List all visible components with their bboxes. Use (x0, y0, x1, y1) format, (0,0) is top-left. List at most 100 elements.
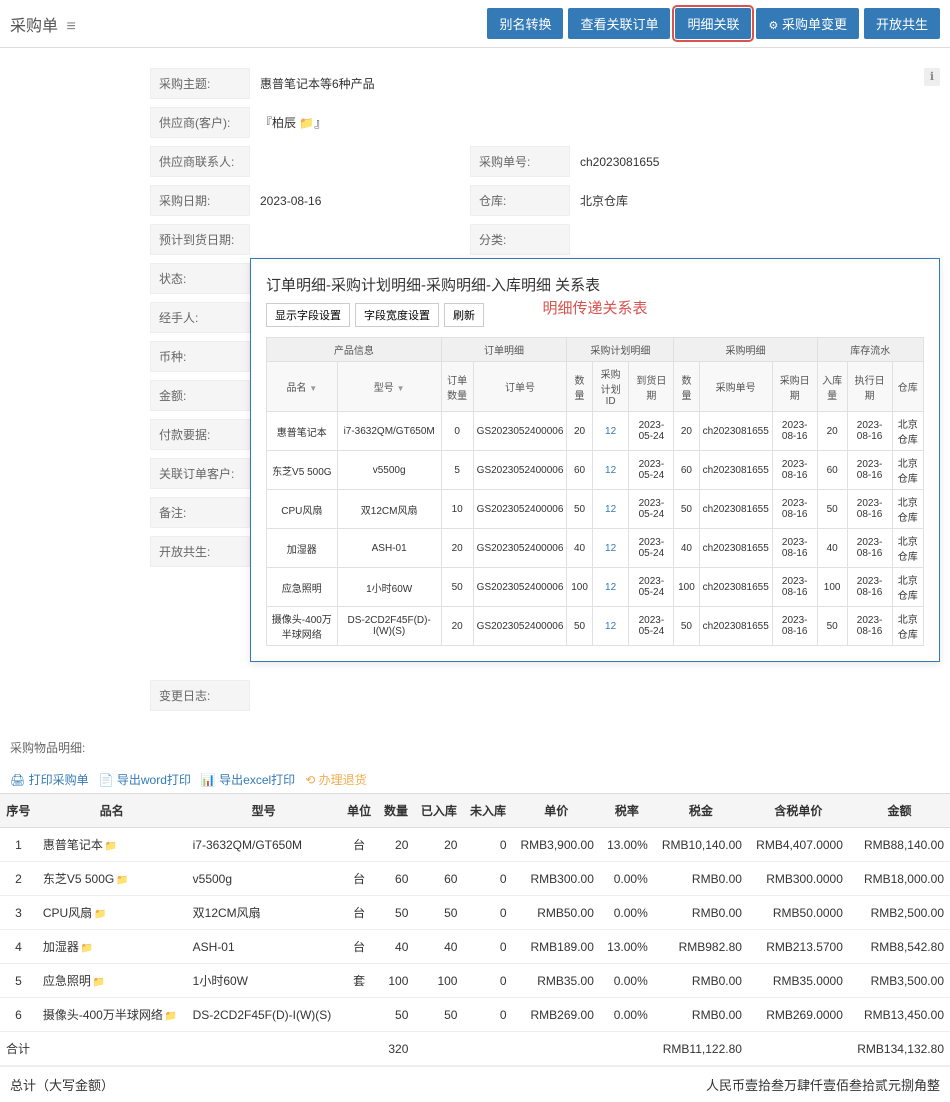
rel-col-header[interactable]: 数量 (567, 362, 592, 412)
folder-icon[interactable]: 📁 (94, 909, 106, 920)
rel-col-header[interactable]: 数量 (674, 362, 699, 412)
rel-cell: 50 (567, 490, 592, 529)
menu-icon[interactable]: ≡ (66, 18, 75, 35)
word-link[interactable]: 📄 导出word打印 (99, 771, 191, 788)
items-cell: RMB3,500.00 (849, 964, 950, 998)
pono-label: 采购单号: (470, 146, 570, 177)
items-cell: 0 (463, 998, 512, 1032)
footer-amount-text: 人民币壹拾叁万肆仟壹佰叁拾贰元捌角整 (706, 1075, 940, 1094)
rel-cell: 50 (674, 607, 699, 646)
rel-cell: 1小时60W (337, 568, 441, 607)
info-icon[interactable]: ℹ (924, 68, 940, 86)
rel-cell: ASH-01 (337, 529, 441, 568)
rel-cell: GS2023052400006 (473, 607, 567, 646)
refund-link[interactable]: ⟲ 办理退货 (305, 771, 366, 788)
rel-col-header[interactable]: 执行日期 (847, 362, 892, 412)
totals-cell (341, 1032, 378, 1066)
rel-cell: 2023-08-16 (772, 412, 817, 451)
folder-icon[interactable]: 📁 (165, 1011, 177, 1022)
rel-cell: 2023-08-16 (772, 529, 817, 568)
items-cell: RMB10,140.00 (654, 828, 748, 862)
items-cell: RMB2,500.00 (849, 896, 950, 930)
totals-cell (463, 1032, 512, 1066)
items-cell: 1小时60W (187, 964, 341, 998)
header-btn-3[interactable]: ⚙ 采购单变更 (756, 8, 859, 39)
rel-col-header[interactable]: 仓库 (892, 362, 923, 412)
rel-cell: 2023-05-24 (629, 451, 674, 490)
rel-cell: 12 (592, 490, 629, 529)
rel-cell: 北京仓库 (892, 412, 923, 451)
changelog-label: 变更日志: (150, 680, 250, 711)
folder-icon[interactable]: 📁 (116, 875, 128, 886)
rel-cell: i7-3632QM/GT650M (337, 412, 441, 451)
items-cell: 套 (341, 964, 378, 998)
totals-cell (513, 1032, 600, 1066)
subject-value: 惠普笔记本等6种产品 (250, 69, 430, 98)
items-col-header: 型号 (187, 794, 341, 828)
overlay-btn-0[interactable]: 显示字段设置 (266, 303, 350, 327)
folder-icon[interactable]: 📁 (93, 977, 105, 988)
header-btn-1[interactable]: 查看关联订单 (568, 8, 670, 39)
rel-cell: ch2023081655 (699, 568, 772, 607)
rel-cell: 50 (817, 607, 847, 646)
totals-cell (187, 1032, 341, 1066)
rel-col-header[interactable]: 采购计划ID (592, 362, 629, 412)
items-cell: RMB269.00 (513, 998, 600, 1032)
items-col-header: 数量 (378, 794, 415, 828)
rel-col-header[interactable]: 订单号 (473, 362, 567, 412)
items-cell: 惠普笔记本📁 (37, 828, 187, 862)
items-cell: 50 (378, 896, 415, 930)
items-cell: 100 (414, 964, 463, 998)
rel-col-header[interactable]: 采购单号 (699, 362, 772, 412)
rel-col-header[interactable]: 到货日期 (629, 362, 674, 412)
header-btn-0[interactable]: 别名转换 (487, 8, 563, 39)
rel-cell: GS2023052400006 (473, 451, 567, 490)
header-btn-2[interactable]: 明细关联 (675, 8, 751, 39)
folder-icon[interactable]: 📁 (81, 943, 93, 954)
overlay-title: 订单明细-采购计划明细-采购明细-入库明细 关系表 (266, 274, 924, 295)
items-col-header: 税率 (600, 794, 654, 828)
rel-col-header[interactable]: 订单数量 (441, 362, 473, 412)
rel-col-header[interactable]: 品名 ▼ (267, 362, 338, 412)
rel-cell: 12 (592, 529, 629, 568)
items-cell: RMB50.0000 (748, 896, 849, 930)
items-col-header: 单位 (341, 794, 378, 828)
relcust-label: 关联订单客户: (150, 458, 250, 489)
rel-cell: v5500g (337, 451, 441, 490)
rel-cell: 2023-05-24 (629, 490, 674, 529)
items-cell: RMB0.00 (654, 862, 748, 896)
items-cell: 台 (341, 828, 378, 862)
contact-label: 供应商联系人: (150, 146, 250, 177)
rel-cell: 20 (674, 412, 699, 451)
items-cell: 东芝V5 500G📁 (37, 862, 187, 896)
rel-col-header[interactable]: 入库量 (817, 362, 847, 412)
items-cell: 50 (414, 896, 463, 930)
rel-col-header[interactable]: 采购日期 (772, 362, 817, 412)
folder-icon[interactable]: 📁 (105, 841, 117, 852)
rel-cell: 2023-08-16 (772, 568, 817, 607)
items-cell: 台 (341, 862, 378, 896)
overlay-btn-1[interactable]: 字段宽度设置 (355, 303, 439, 327)
header-btn-4[interactable]: 开放共生 (864, 8, 940, 39)
totals-cell (600, 1032, 654, 1066)
rel-col-header[interactable]: 型号 ▼ (337, 362, 441, 412)
rel-cell: 2023-08-16 (772, 607, 817, 646)
items-cell: RMB13,450.00 (849, 998, 950, 1032)
items-cell: 摄像头-400万半球网络📁 (37, 998, 187, 1032)
items-cell: RMB88,140.00 (849, 828, 950, 862)
rel-cell: 2023-05-24 (629, 529, 674, 568)
rel-cell: 北京仓库 (892, 607, 923, 646)
totals-cell: 320 (378, 1032, 415, 1066)
rel-cell: 100 (674, 568, 699, 607)
items-cell: 5 (0, 964, 37, 998)
overlay-btn-2[interactable]: 刷新 (444, 303, 484, 327)
rel-cell: 2023-08-16 (847, 607, 892, 646)
excel-link[interactable]: 📊 导出excel打印 (201, 771, 295, 788)
items-cell: 0 (463, 964, 512, 998)
items-cell: RMB8,542.80 (849, 930, 950, 964)
items-col-header: 已入库 (414, 794, 463, 828)
category-label: 分类: (470, 224, 570, 255)
items-cell: RMB300.0000 (748, 862, 849, 896)
items-cell: RMB50.00 (513, 896, 600, 930)
print-link[interactable]: 🖨 打印采购单 (10, 771, 89, 788)
